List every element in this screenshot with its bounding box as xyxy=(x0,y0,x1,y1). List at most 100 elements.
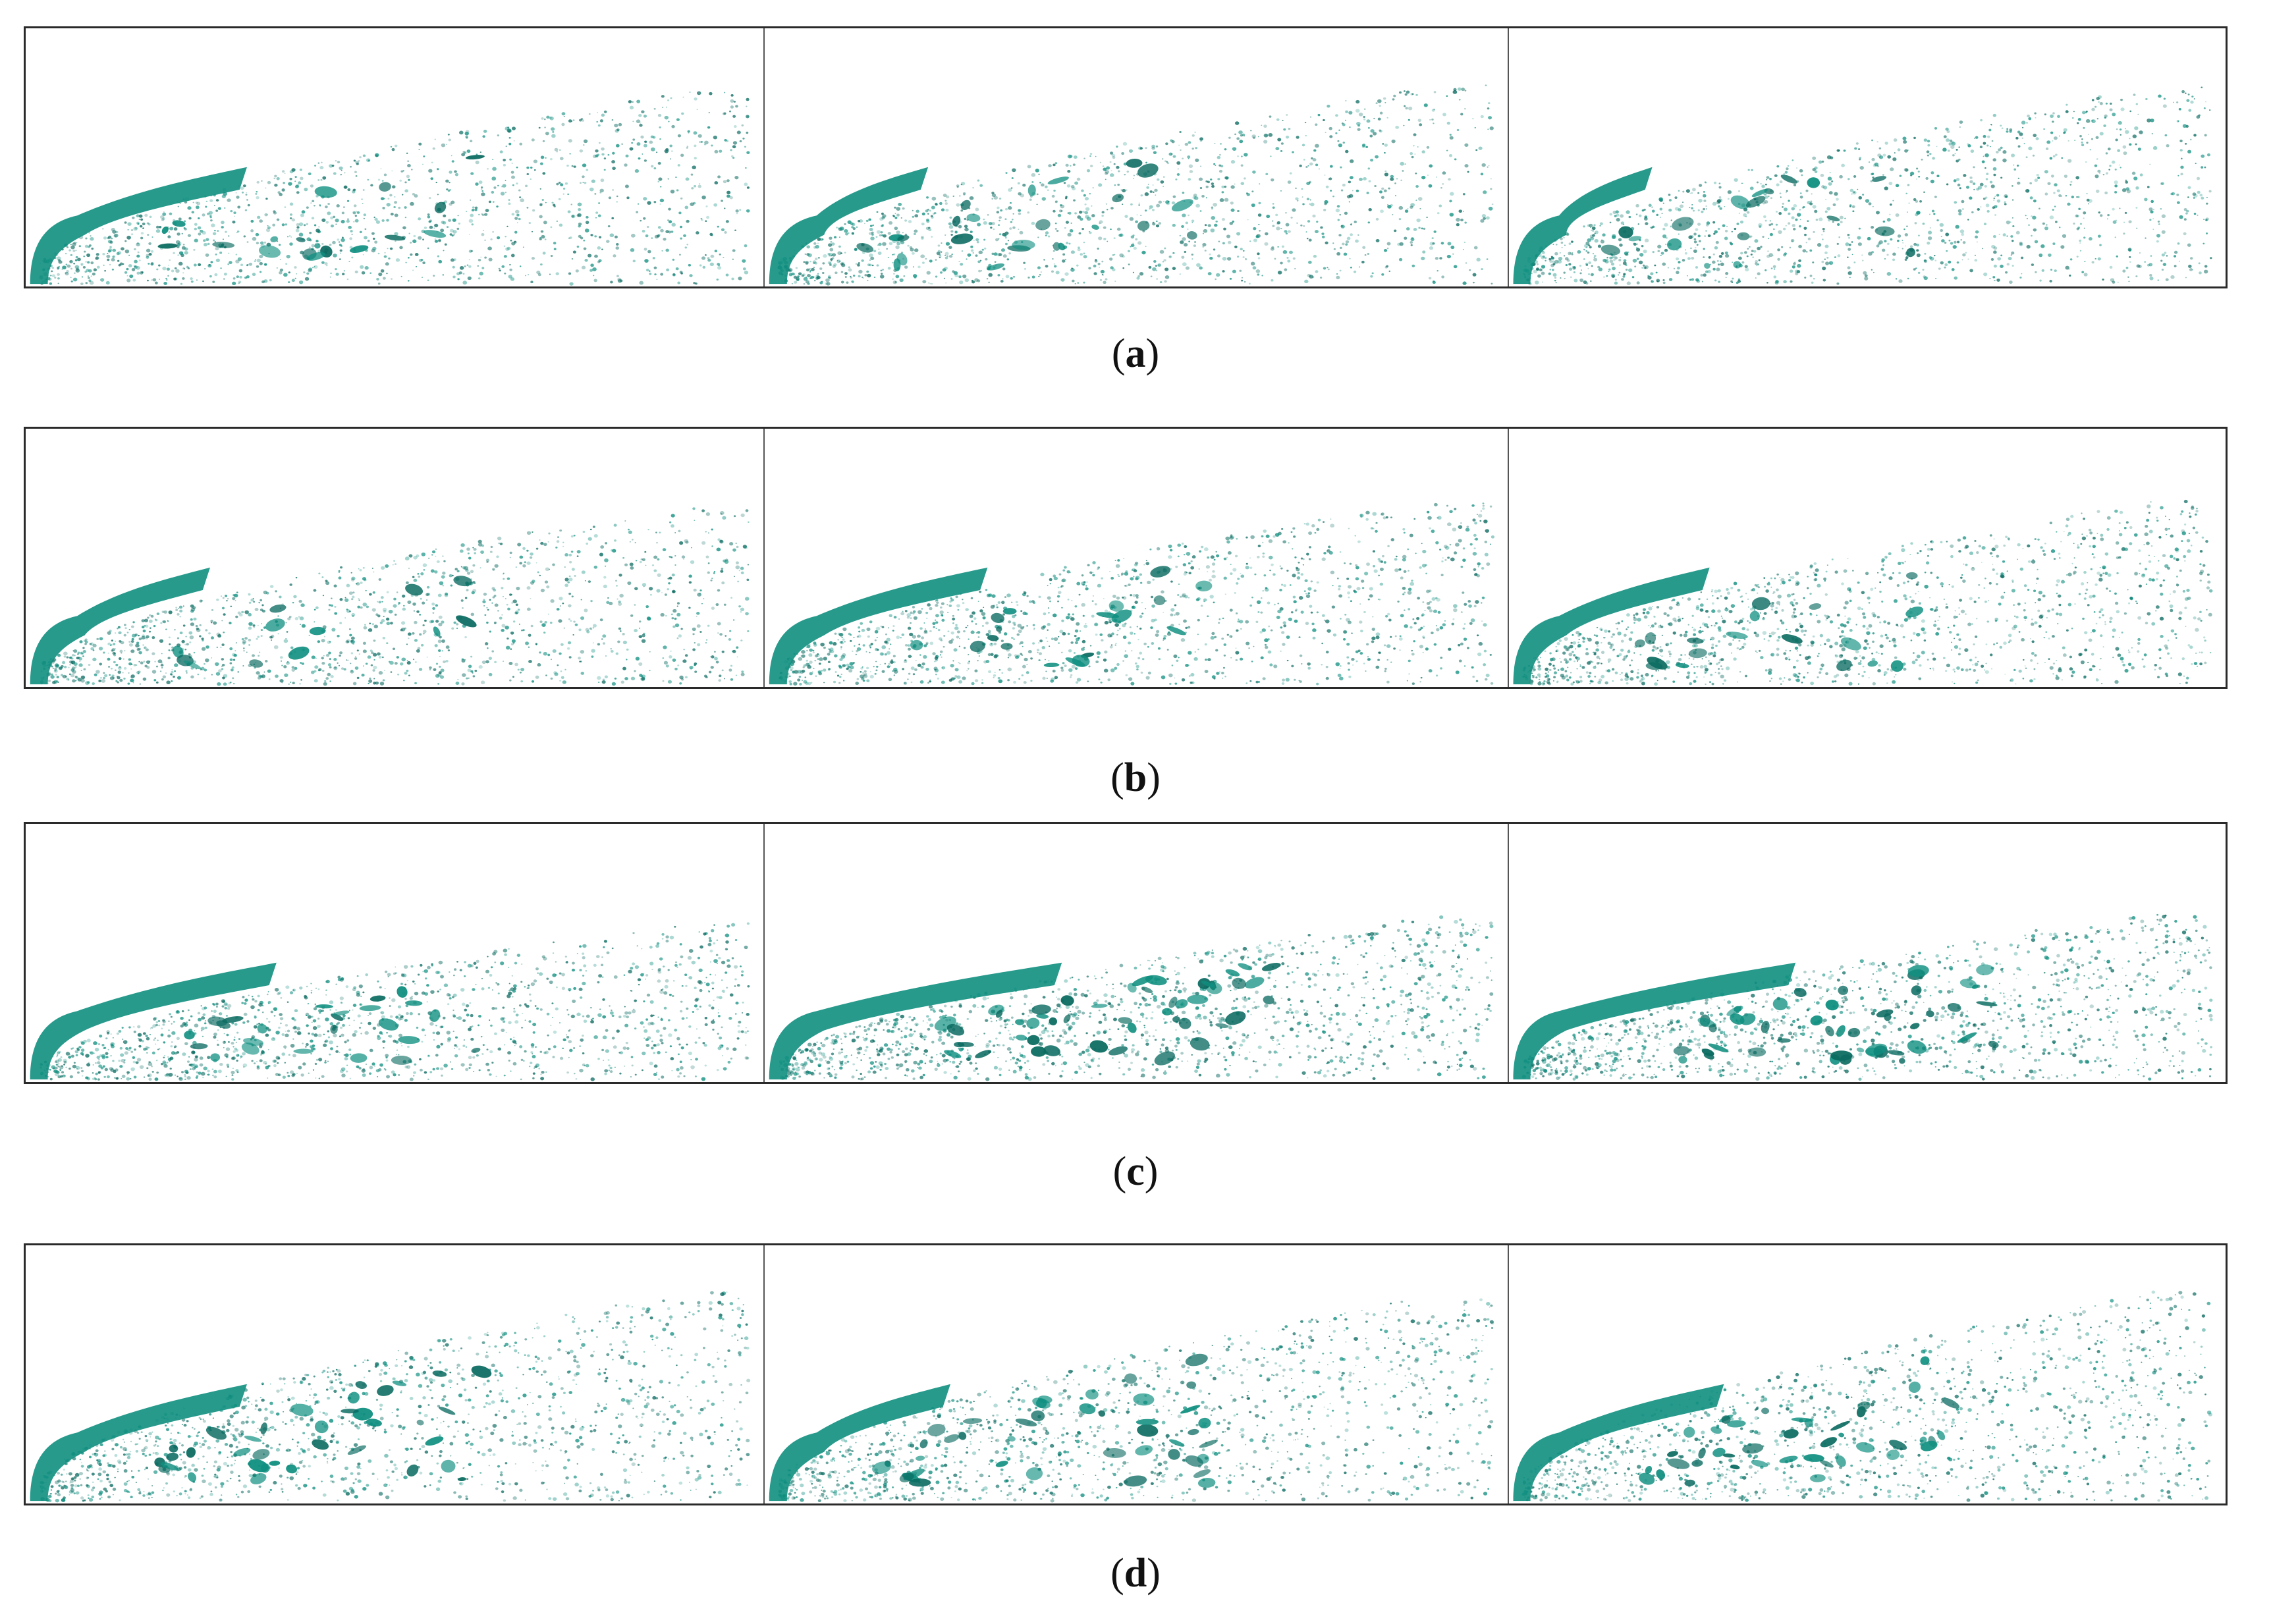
droplet xyxy=(1181,256,1185,259)
droplet xyxy=(667,219,669,221)
droplet xyxy=(590,600,593,603)
droplet xyxy=(2046,140,2051,144)
droplet xyxy=(1976,188,1980,191)
droplet xyxy=(624,163,628,167)
droplet xyxy=(1310,202,1315,207)
droplet xyxy=(1207,180,1210,184)
droplet xyxy=(294,180,296,182)
droplet xyxy=(1784,171,1788,174)
droplet xyxy=(1609,213,1612,216)
droplet xyxy=(702,265,706,269)
droplet xyxy=(568,618,570,620)
droplet xyxy=(1242,250,1245,252)
droplet xyxy=(1432,242,1435,245)
droplet xyxy=(2047,182,2051,186)
droplet xyxy=(668,230,672,234)
droplet xyxy=(159,226,162,229)
droplet xyxy=(1000,279,1004,283)
droplet xyxy=(1099,222,1101,225)
droplet xyxy=(813,242,817,245)
droplet xyxy=(858,269,863,274)
droplet xyxy=(1583,248,1585,250)
droplet xyxy=(636,142,641,146)
droplet xyxy=(1617,274,1620,276)
droplet xyxy=(1870,180,1873,182)
droplet xyxy=(1117,183,1120,186)
droplet xyxy=(1246,193,1250,196)
droplet xyxy=(2098,172,2101,174)
droplet xyxy=(940,251,943,253)
droplet xyxy=(1446,254,1452,259)
droplet xyxy=(1485,216,1490,220)
droplet xyxy=(568,272,572,275)
droplet xyxy=(879,275,885,279)
droplet xyxy=(1323,209,1327,211)
droplet xyxy=(128,643,133,647)
droplet xyxy=(1877,153,1882,157)
droplet xyxy=(629,105,634,110)
droplet xyxy=(154,661,156,663)
droplet xyxy=(795,267,798,269)
droplet xyxy=(1329,165,1333,168)
droplet xyxy=(1404,236,1408,240)
droplet xyxy=(136,641,140,645)
droplet xyxy=(503,255,507,258)
droplet xyxy=(429,219,433,223)
droplet xyxy=(1170,153,1173,155)
droplet xyxy=(792,273,795,276)
droplet xyxy=(1408,119,1410,121)
droplet xyxy=(383,277,386,280)
droplet xyxy=(458,130,464,135)
droplet xyxy=(1379,190,1382,194)
droplet xyxy=(1406,227,1410,230)
droplet xyxy=(2103,124,2106,127)
droplet xyxy=(960,263,964,266)
droplet xyxy=(214,241,216,243)
droplet xyxy=(609,233,615,238)
droplet xyxy=(945,195,950,199)
droplet xyxy=(1329,135,1333,138)
droplet xyxy=(465,136,468,139)
droplet xyxy=(958,225,962,229)
droplet xyxy=(2151,132,2153,135)
droplet xyxy=(1176,161,1181,165)
droplet xyxy=(1531,273,1533,274)
droplet xyxy=(1135,220,1139,223)
droplet xyxy=(128,264,132,267)
droplet xyxy=(1155,224,1160,228)
droplet xyxy=(422,277,423,278)
droplet xyxy=(1398,257,1403,261)
droplet xyxy=(2083,273,2088,277)
droplet xyxy=(868,218,871,221)
droplet xyxy=(126,275,128,277)
droplet xyxy=(1187,155,1191,159)
droplet xyxy=(1685,249,1687,251)
droplet xyxy=(2052,242,2056,246)
droplet xyxy=(689,665,694,670)
droplet xyxy=(985,257,988,261)
droplet xyxy=(1323,267,1327,270)
droplet xyxy=(2057,115,2060,118)
droplet xyxy=(298,181,302,184)
droplet xyxy=(298,232,304,237)
droplet xyxy=(206,212,210,215)
droplet xyxy=(138,634,140,637)
droplet xyxy=(1321,232,1325,235)
droplet xyxy=(2054,269,2057,273)
droplet xyxy=(279,268,284,272)
droplet xyxy=(1250,261,1255,266)
droplet xyxy=(81,276,84,278)
droplet xyxy=(648,270,651,272)
droplet xyxy=(1716,199,1722,203)
droplet xyxy=(162,217,165,220)
ligament xyxy=(296,237,306,242)
droplet xyxy=(236,196,240,199)
droplet xyxy=(1199,165,1202,167)
droplet xyxy=(683,234,686,238)
droplet xyxy=(1945,232,1950,236)
droplet xyxy=(1257,136,1259,138)
droplet xyxy=(2013,168,2017,171)
droplet xyxy=(828,243,833,247)
droplet xyxy=(205,200,208,202)
droplet xyxy=(1019,230,1024,234)
